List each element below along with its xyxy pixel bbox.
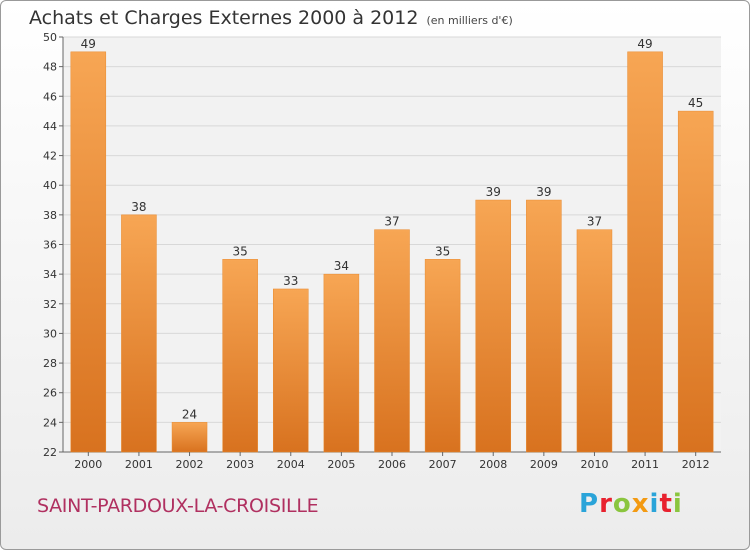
x-tick-label: 2003 — [226, 458, 254, 471]
bar-value-label: 37 — [384, 215, 399, 229]
bar — [424, 259, 461, 453]
y-tick-label: 28 — [43, 357, 57, 370]
x-tick-label: 2000 — [74, 458, 102, 471]
logo-letter: t — [659, 489, 673, 519]
y-tick-label: 30 — [43, 327, 57, 340]
logo-letter: P — [579, 489, 600, 519]
y-tick-label: 44 — [43, 120, 57, 133]
logo-letter: i — [672, 489, 683, 519]
y-tick-label: 50 — [43, 31, 57, 44]
x-tick-label: 2002 — [176, 458, 204, 471]
bar — [576, 229, 613, 453]
bar-value-label: 35 — [435, 244, 450, 258]
logo-letter: i — [649, 489, 660, 519]
bar — [323, 273, 360, 453]
bar-value-label: 33 — [283, 274, 298, 288]
bar-value-label: 39 — [536, 185, 551, 199]
x-tick-label: 2010 — [580, 458, 608, 471]
y-tick-label: 46 — [43, 90, 57, 103]
x-tick-label: 2008 — [479, 458, 507, 471]
bar-value-label: 38 — [131, 200, 146, 214]
bar-value-label: 24 — [182, 407, 197, 421]
x-tick-label: 2007 — [429, 458, 457, 471]
y-tick-label: 38 — [43, 209, 57, 222]
bar-value-label: 49 — [637, 37, 652, 51]
bar-value-label: 45 — [688, 96, 703, 110]
chart-unit: (en milliers d'€) — [426, 14, 513, 27]
bar — [121, 214, 157, 453]
bar — [273, 288, 309, 453]
bar-value-label: 37 — [587, 215, 602, 229]
bar — [475, 199, 511, 453]
x-tick-label: 2012 — [682, 458, 710, 471]
x-tick-label: 2004 — [277, 458, 305, 471]
bar — [171, 422, 208, 453]
logo-letter: x — [631, 489, 650, 519]
bar-value-label: 49 — [81, 37, 96, 51]
x-tick-label: 2001 — [125, 458, 153, 471]
chart-title-text: Achats et Charges Externes 2000 à 2012 — [29, 7, 419, 29]
y-tick-label: 36 — [43, 239, 57, 252]
bar — [70, 51, 107, 453]
logo-letter: r — [599, 489, 613, 519]
bar — [526, 199, 562, 453]
y-tick-label: 42 — [43, 150, 57, 163]
y-tick-label: 48 — [43, 61, 57, 74]
y-tick-label: 34 — [43, 268, 57, 281]
x-tick-label: 2011 — [631, 458, 659, 471]
logo-letter: o — [612, 489, 632, 519]
y-tick-label: 26 — [43, 387, 57, 400]
chart-title: Achats et Charges Externes 2000 à 2012 (e… — [29, 7, 513, 29]
bar — [627, 51, 663, 453]
y-tick-label: 32 — [43, 298, 57, 311]
bar-value-label: 35 — [233, 244, 248, 258]
proxiti-logo: Proxiti — [579, 489, 683, 519]
bar — [222, 259, 258, 453]
x-tick-label: 2005 — [327, 458, 355, 471]
bar-value-label: 34 — [334, 259, 349, 273]
y-tick-label: 24 — [43, 416, 57, 429]
bar — [374, 229, 410, 453]
bar-value-label: 39 — [486, 185, 501, 199]
y-tick-label: 22 — [43, 446, 57, 459]
town-name: SAINT-PARDOUX-LA-CROISILLE — [37, 495, 319, 517]
y-tick-label: 40 — [43, 179, 57, 192]
bar — [677, 110, 714, 453]
x-tick-label: 2009 — [530, 458, 558, 471]
x-tick-label: 2006 — [378, 458, 406, 471]
